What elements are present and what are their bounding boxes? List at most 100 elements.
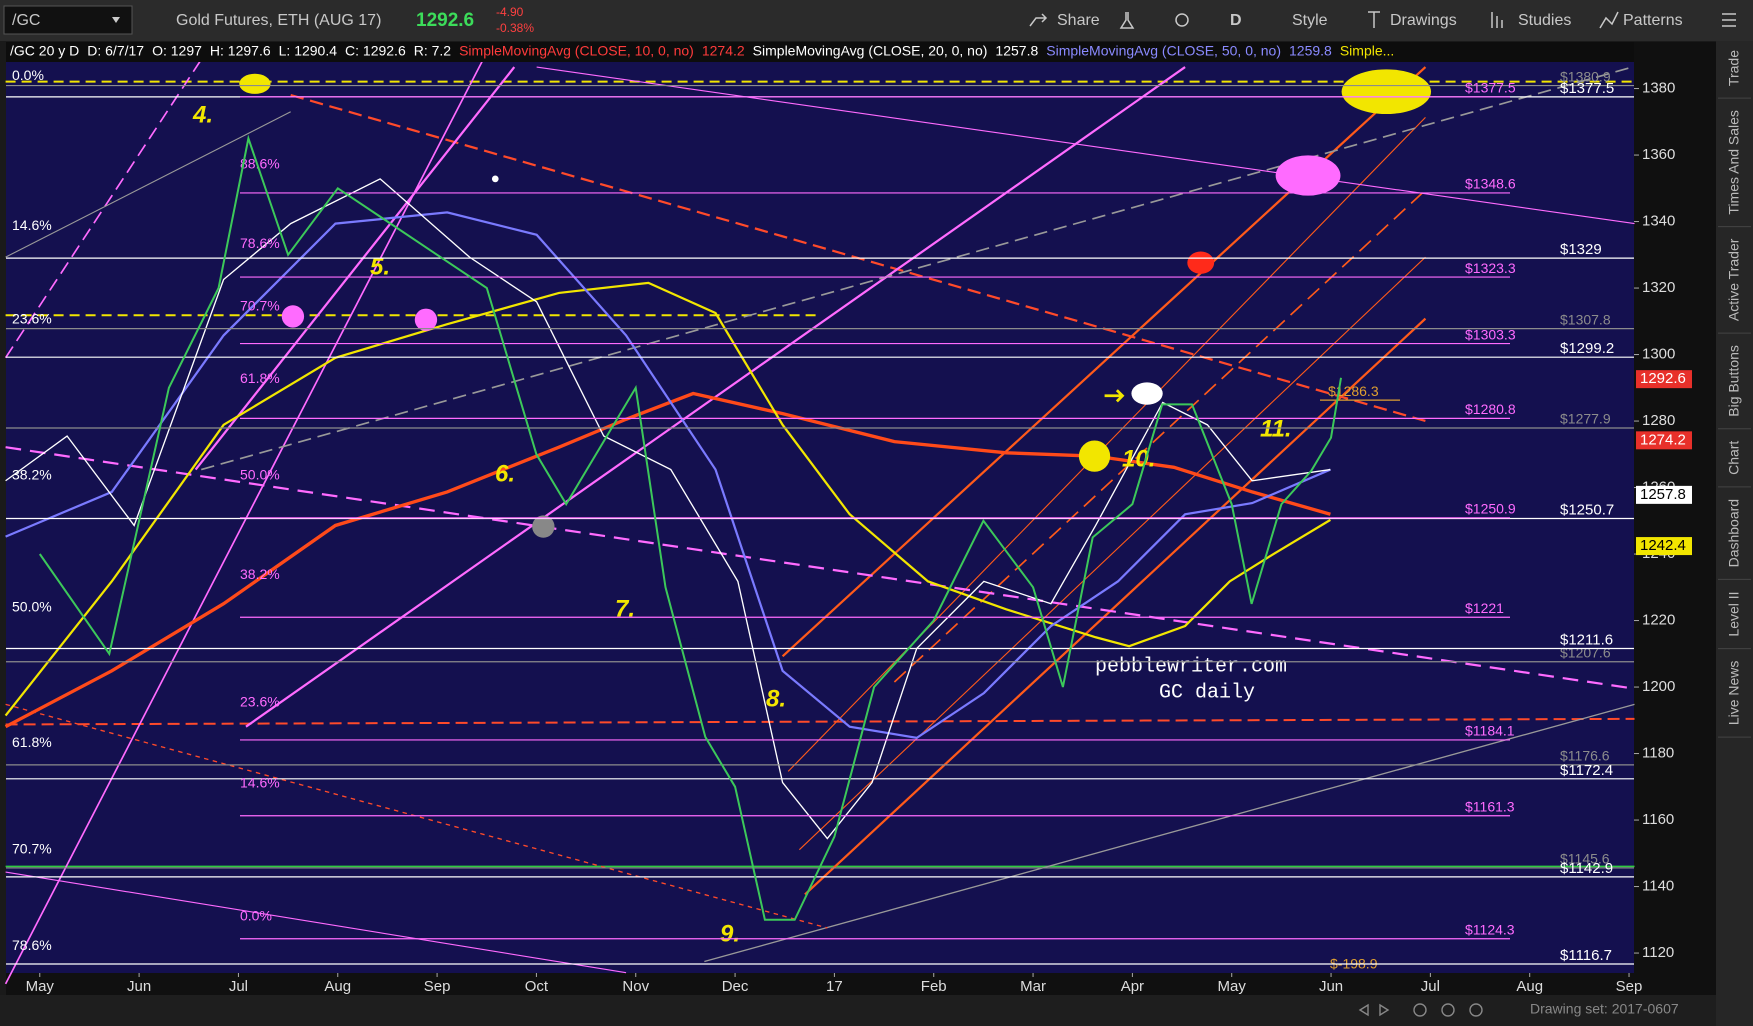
study-value: 1259.8 [1289, 43, 1332, 59]
y-tick-label: 1280 [1642, 412, 1675, 429]
price-tag-label: 1242.4 [1640, 537, 1686, 554]
level-label: 70.7% [12, 840, 52, 856]
side-tab[interactable]: Times And Sales [1726, 110, 1742, 215]
level-label: $1124.3 [1465, 921, 1515, 937]
arrow [1104, 389, 1125, 403]
channel-line [787, 116, 1426, 772]
x-tick-label: Feb [921, 978, 947, 995]
studies-icon [1491, 12, 1503, 28]
header-item: H: 1297.6 [210, 43, 271, 59]
plot-area [6, 42, 1634, 973]
side-tab[interactable]: Big Buttons [1726, 345, 1742, 417]
level-label: $1299.2 [1560, 340, 1614, 357]
price-tag [1636, 537, 1692, 556]
level-label: $1221 [1465, 600, 1504, 616]
level-label: $1323.3 [1465, 260, 1516, 276]
patterns-button[interactable]: Patterns [1623, 12, 1683, 29]
y-tick-label: 1380 [1642, 80, 1675, 97]
symbol-box[interactable] [3, 5, 133, 35]
zoom-out-icon[interactable] [1469, 1003, 1483, 1017]
share-icon [1029, 13, 1048, 27]
studies-button[interactable]: Studies [1518, 12, 1571, 29]
menu-icon[interactable] [1722, 13, 1736, 27]
level-label: 23.6% [12, 311, 52, 327]
y-tick-label: 1160 [1642, 811, 1674, 828]
moving-average-20 [5, 178, 1331, 840]
x-tick-label: May [26, 978, 55, 995]
x-tick-label: Aug [1516, 978, 1543, 995]
style-button[interactable]: Style [1292, 12, 1328, 29]
pink-line [536, 66, 1635, 225]
wave-label: 4. [192, 101, 213, 128]
header-item: D: 6/7/17 [87, 43, 144, 59]
target-marker [1187, 251, 1215, 274]
level-label: 61.8% [240, 370, 280, 386]
drawings [4, 42, 1635, 985]
side-tab[interactable]: Trade [1726, 50, 1742, 86]
watermark: GC daily [1159, 681, 1255, 704]
watermark: pebblewriter.com [1095, 655, 1287, 678]
side-tab[interactable]: Live News [1726, 661, 1742, 726]
study-name: SimpleMovingAvg (CLOSE, 20, 0, no) [753, 43, 988, 59]
level-label: $1211.6 [1560, 631, 1613, 648]
header-item: /GC 20 y D [10, 43, 79, 59]
level-label: 14.6% [240, 774, 280, 790]
level-label: $1142.9 [1560, 860, 1613, 877]
side-tab[interactable]: Active Trader [1726, 238, 1742, 321]
channel-line [804, 317, 1427, 896]
x-tick-label: May [1218, 978, 1247, 995]
time-axis [6, 973, 1716, 995]
target-marker [1275, 155, 1341, 196]
price-tag-label: 1292.6 [1640, 370, 1686, 387]
pink-dashed-line [5, 446, 1635, 690]
level-label: 50.0% [240, 467, 280, 483]
level-label: 0.0% [240, 907, 272, 923]
x-tick-label: 17 [826, 978, 843, 995]
price-tag-label: 1257.8 [1640, 486, 1686, 503]
share-button[interactable]: Share [1057, 12, 1100, 29]
x-tick-label: Jul [229, 978, 248, 995]
wave-label: 9. [720, 920, 740, 947]
bottom-bar [0, 995, 1716, 1026]
gear-icon[interactable] [1175, 13, 1189, 27]
side-tab[interactable]: Dashboard [1726, 499, 1742, 568]
header-item: R: 7.2 [414, 43, 452, 59]
level-label: $1307.8 [1560, 311, 1611, 327]
level-label: $1280.8 [1465, 401, 1516, 417]
description: Gold Futures, ETH (AUG 17) [176, 12, 381, 29]
flask-icon[interactable] [1119, 12, 1135, 29]
x-tick-label: Mar [1020, 978, 1046, 995]
channel-line [798, 256, 1426, 851]
grey-dashed-line [201, 66, 1633, 471]
x-tick-label: Sep [1616, 978, 1643, 995]
toolbar [0, 0, 1753, 41]
red-dashed-level [6, 719, 1635, 725]
zoom-in-icon[interactable] [1441, 1003, 1455, 1017]
marker [1131, 382, 1163, 405]
y-tick-label: 1360 [1642, 146, 1675, 163]
level-label: $1348.6 [1465, 176, 1516, 192]
study-more: Simple... [1340, 43, 1394, 59]
zoom-icon[interactable] [1413, 1003, 1427, 1017]
side-tab[interactable]: Level II [1726, 591, 1742, 636]
level-label: 14.6% [12, 217, 52, 233]
grey-line [704, 703, 1635, 963]
level-label: 61.8% [12, 734, 52, 750]
period-button[interactable]: D [1230, 12, 1242, 29]
drawing-set: Drawing set: 2017-0607 [1530, 1001, 1679, 1017]
moving-average-50 [5, 211, 1331, 740]
drawings-button[interactable]: Drawings [1390, 12, 1457, 29]
downtrend-line [290, 93, 1432, 424]
moving-average-yellow [4, 281, 1331, 717]
wave-label: 11. [1260, 415, 1292, 442]
scroll-icons[interactable] [1358, 1003, 1390, 1017]
dropdown-icon [112, 17, 120, 23]
wave-label: 6. [495, 460, 515, 487]
header-item: L: 1290.4 [279, 43, 338, 59]
side-tab[interactable]: Chart [1726, 441, 1742, 475]
level-label: $1145.6 [1560, 851, 1610, 867]
y-tick-label: 1300 [1642, 346, 1675, 363]
side-panel [1716, 41, 1753, 1026]
x-tick-label: Jul [1421, 978, 1440, 995]
